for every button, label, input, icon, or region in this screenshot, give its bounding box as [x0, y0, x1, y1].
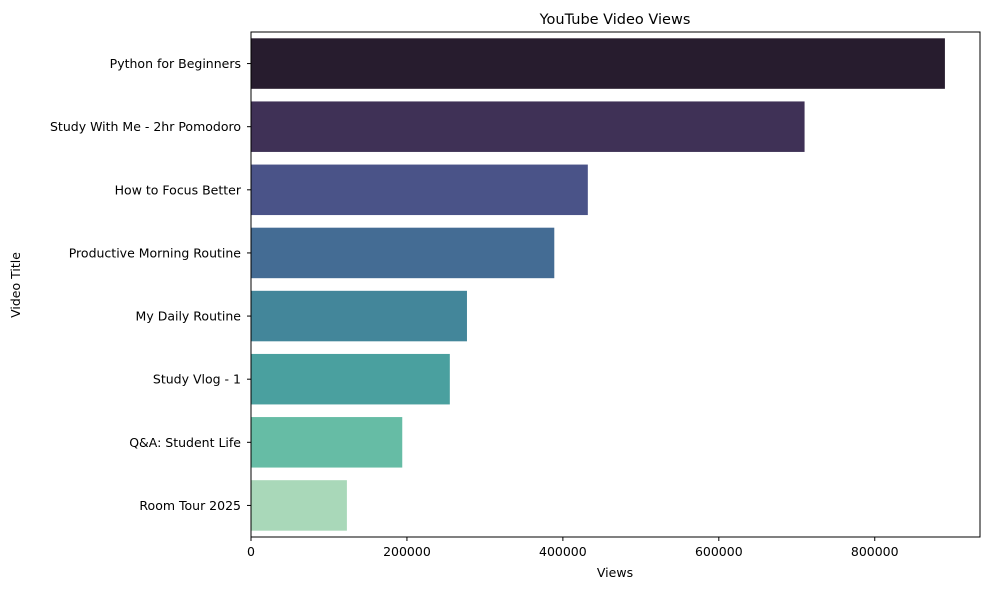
bar-0 — [251, 38, 945, 89]
bars-layer — [251, 38, 945, 531]
y-tick-label: How to Focus Better — [115, 182, 242, 197]
bar-5 — [251, 353, 450, 405]
y-tick-label: My Daily Routine — [136, 309, 242, 324]
y-tick-label: Q&A: Student Life — [129, 435, 241, 450]
x-tick-label: 600000 — [695, 544, 743, 559]
y-tick-label: Productive Morning Routine — [69, 245, 242, 260]
y-tick-label: Python for Beginners — [110, 56, 241, 71]
x-tick-layer: 0 200000 400000 600000 800000 — [247, 537, 899, 559]
x-tick-label: 0 — [247, 544, 255, 559]
x-tick-label: 800000 — [851, 544, 899, 559]
y-axis-label: Video Title — [8, 252, 23, 318]
y-tick-label: Study Vlog - 1 — [153, 372, 241, 387]
bar-6 — [251, 417, 403, 468]
chart-title: YouTube Video Views — [539, 12, 691, 28]
bar-1 — [251, 101, 805, 152]
bar-3 — [251, 227, 555, 279]
y-tick-label: Study With Me - 2hr Pomodoro — [50, 119, 241, 134]
x-axis-label: Views — [597, 565, 633, 580]
x-tick-label: 400000 — [539, 544, 587, 559]
x-tick-label: 200000 — [383, 544, 431, 559]
bar-4 — [251, 290, 467, 342]
y-tick-label: Room Tour 2025 — [139, 498, 241, 513]
plot-frame — [250, 31, 981, 538]
bar-7 — [251, 480, 347, 531]
y-tick-layer: Python for Beginners Study With Me - 2hr … — [50, 56, 251, 513]
bar-2 — [251, 164, 588, 216]
